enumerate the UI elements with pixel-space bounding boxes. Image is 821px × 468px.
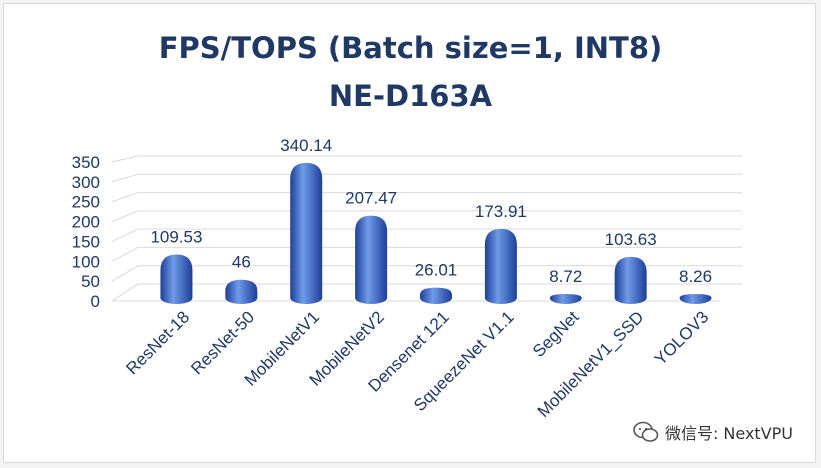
bar-body [160,254,193,304]
bar [549,294,582,304]
y-tick-label: 200 [72,213,100,232]
data-label: 109.53 [150,228,202,247]
bar [614,256,647,304]
bar [225,279,258,304]
data-label: 340.14 [280,136,332,155]
wechat-icon [633,421,659,442]
bar-body [225,279,258,304]
grid-line-depth [111,173,139,183]
bar [355,215,388,304]
data-label: 207.47 [345,189,397,208]
x-tick-label: ResNet-50 [187,307,258,378]
chart-frame [3,3,816,463]
grid-line-depth [111,210,139,223]
x-tick-label: ResNet-18 [122,307,193,378]
bar [420,287,452,304]
grid-line-depth [111,265,139,282]
data-label: 8.72 [549,267,582,286]
x-axis: ResNet-18ResNet-50MobileNetV1MobileNetV2… [122,307,712,421]
data-label: 8.26 [679,267,712,286]
data-label: 26.01 [415,261,458,280]
bar [679,294,712,304]
bar-body [290,162,323,304]
y-tick-label: 150 [72,232,100,251]
bar-body [679,294,712,304]
grid-line-depth [111,192,139,203]
watermark-text: 微信号: NextVPU [664,424,793,443]
x-tick-label: SegNet [529,307,583,361]
chart-subtitle: NE-D163A [328,79,493,113]
bar [484,228,517,304]
data-label: 173.91 [475,202,527,221]
y-tick-label: 0 [91,292,100,311]
x-tick-label: YOLOV3 [651,307,713,369]
data-label: 46 [232,253,251,272]
bar [160,254,193,304]
grid-line-depth [111,246,139,262]
grid-line-depth [111,228,139,242]
y-tick-label: 100 [72,252,100,271]
y-tick-label: 50 [81,272,100,291]
grid-line-depth [111,155,139,163]
data-label: 103.63 [605,230,657,249]
y-tick-label: 300 [72,173,100,192]
grid-line-depth [111,283,139,302]
bar-body [484,228,517,304]
bars [160,162,712,304]
bar [290,162,323,304]
bar-body [549,294,582,304]
bar-body [614,256,647,304]
chart-title: FPS/TOPS (Batch size=1, INT8) [158,31,663,65]
bar-body [355,215,388,304]
watermark: 微信号: NextVPU [633,420,793,444]
data-labels: 109.53 46 340.14 207.47 26.01 173.91 8.72 103.6… [150,136,712,286]
y-tick-label: 350 [72,153,100,172]
bar-body [420,287,452,304]
y-tick-label: 250 [72,193,100,212]
